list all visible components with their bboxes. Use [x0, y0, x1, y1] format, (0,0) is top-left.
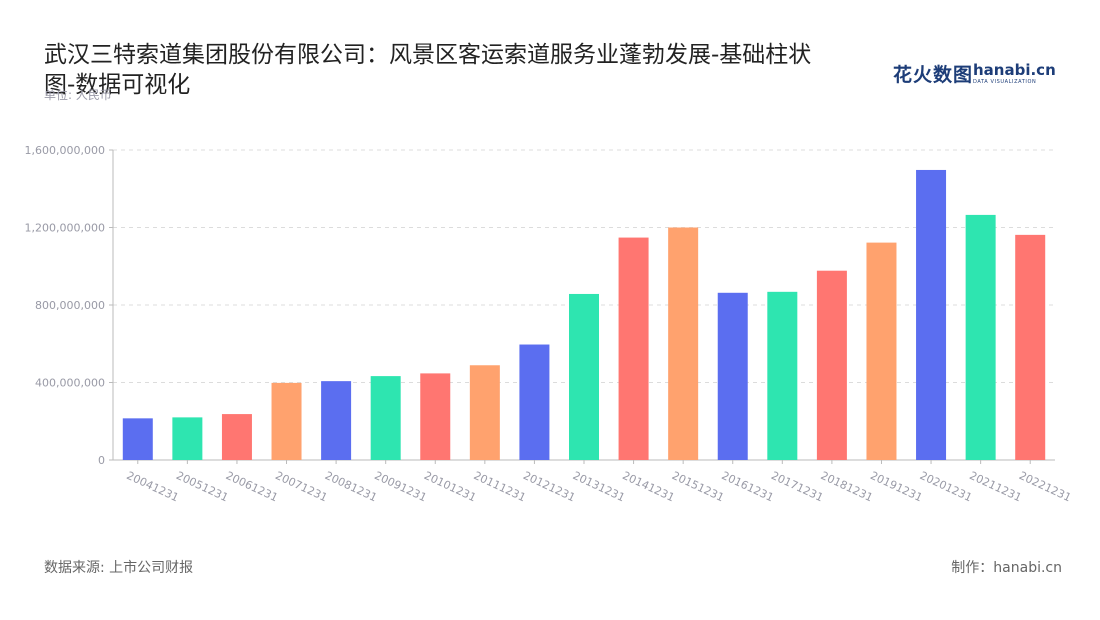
- x-tick-label: 20051231: [174, 469, 230, 504]
- bar-20121231: [519, 344, 550, 460]
- bar-20191231: [866, 242, 897, 460]
- bar-20081231: [321, 381, 352, 460]
- x-tick-label: 20101231: [422, 469, 478, 504]
- x-tick-label: 20131231: [571, 469, 627, 504]
- hanabi-logo: 花火数图 hanabi.cn DATA VISUALIZATION: [893, 60, 1056, 86]
- x-tick-label: 20211231: [967, 469, 1023, 504]
- bar-20111231: [469, 365, 500, 460]
- unit-label: 单位: 人民币: [44, 88, 112, 102]
- y-tick-label: 800,000,000: [35, 299, 105, 312]
- x-tick-label: 20141231: [620, 469, 676, 504]
- data-source: 数据来源: 上市公司财报: [44, 560, 194, 576]
- logo-sub-text: DATA VISUALIZATION: [973, 79, 1037, 85]
- x-tick-label: 20061231: [224, 469, 280, 504]
- x-tick-label: 20201231: [918, 469, 974, 504]
- bar-20091231: [370, 376, 401, 460]
- bar-20161231: [717, 292, 748, 460]
- x-tick-label: 20151231: [670, 469, 726, 504]
- x-tick-label: 20041231: [125, 469, 181, 504]
- y-tick-label: 0: [98, 454, 105, 467]
- bar-20131231: [569, 293, 599, 460]
- bar-20061231: [221, 414, 252, 460]
- x-tick-label: 20221231: [1017, 469, 1073, 504]
- bar-20171231: [767, 291, 798, 460]
- bar-20041231: [122, 418, 153, 460]
- credit-label: 制作：hanabi.cn: [951, 560, 1062, 576]
- x-tick-label: 20161231: [719, 469, 775, 504]
- bar-20071231: [271, 382, 302, 460]
- chart-title: 武汉三特索道集团股份有限公司：风景区客运索道服务业蓬勃发展-基础柱状图-数据可视…: [44, 42, 812, 98]
- x-tick-label: 20121231: [521, 469, 577, 504]
- x-tick-label: 20081231: [323, 469, 379, 504]
- x-tick-label: 20191231: [868, 469, 924, 504]
- bar-20211231: [965, 214, 996, 460]
- x-tick-label: 20111231: [472, 469, 528, 504]
- bar-20181231: [816, 270, 847, 460]
- bar-20201231: [916, 169, 947, 461]
- bar-20151231: [668, 227, 699, 460]
- bar-20051231: [172, 417, 203, 460]
- label-layer: 2004123120051231200612312007123120081231…: [125, 469, 1074, 504]
- x-tick-label: 20181231: [819, 469, 875, 504]
- x-tick-label: 20091231: [372, 469, 428, 504]
- logo-en-text: hanabi.cn: [973, 61, 1056, 79]
- logo-cn-text: 花火数图: [893, 64, 974, 86]
- y-tick-label: 400,000,000: [35, 377, 105, 390]
- bar-layer: [122, 169, 1046, 461]
- bar-20101231: [420, 373, 451, 460]
- y-tick-label: 1,200,000,000: [25, 222, 105, 235]
- x-tick-label: 20171231: [769, 469, 825, 504]
- x-tick-label: 20071231: [273, 469, 329, 504]
- bar-20221231: [1015, 234, 1046, 460]
- bar-20141231: [618, 237, 649, 460]
- grid-layer: [113, 149, 1055, 383]
- y-tick-label: 1,600,000,000: [25, 144, 105, 157]
